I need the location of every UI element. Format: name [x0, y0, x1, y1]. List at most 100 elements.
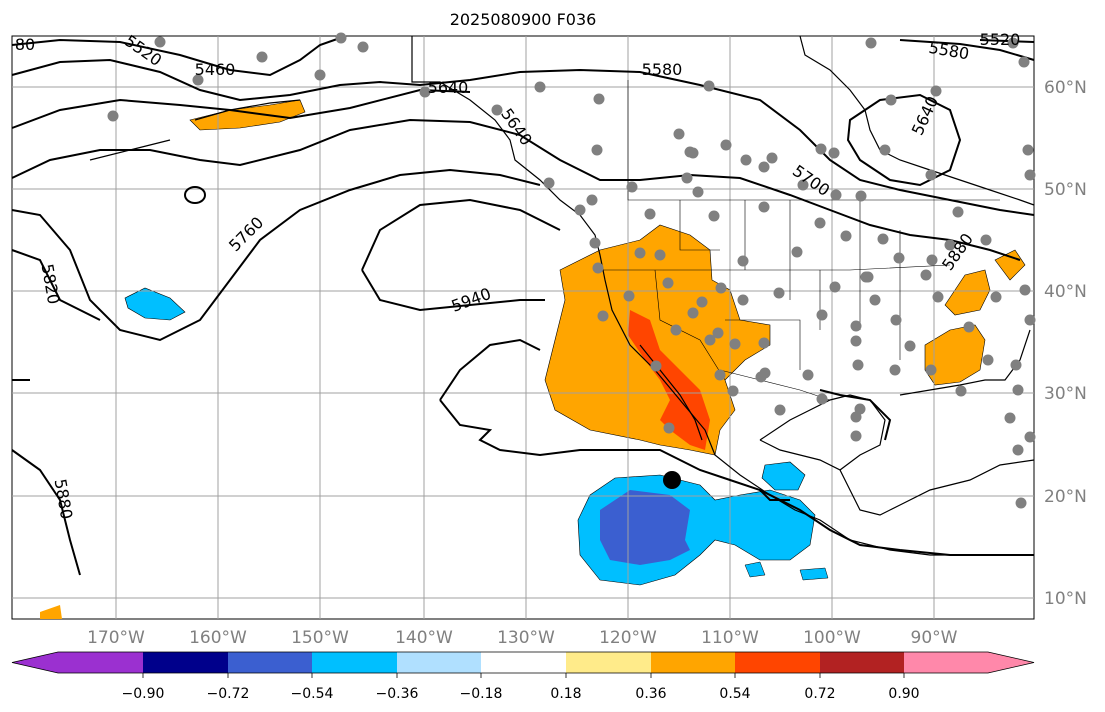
station-dot [766, 152, 778, 164]
colorbar-segment [312, 652, 397, 673]
anomaly-region-great-lakes [944, 269, 991, 316]
station-dot [980, 234, 992, 246]
station-dot [727, 385, 739, 397]
colorbar-extend-max [988, 652, 1034, 673]
colorbar-segment [735, 652, 820, 673]
station-dot [714, 369, 726, 381]
latitude-label: 30°N [1044, 384, 1087, 404]
anomaly-region-deep [600, 490, 690, 565]
station-dot [1004, 412, 1016, 424]
station-dot [890, 314, 902, 326]
station-dot [759, 367, 771, 379]
anomaly-region-baja [628, 310, 710, 450]
station-dot [687, 307, 699, 319]
station-dot [591, 144, 603, 156]
colorbar-tick-label: −0.90 [122, 686, 165, 702]
station-dot [758, 337, 770, 349]
station-dot [634, 247, 646, 259]
colorbar-tick-label: −0.18 [460, 686, 503, 702]
station-dot [687, 147, 699, 159]
colorbar-tick-label: −0.72 [207, 686, 250, 702]
station-dot [854, 403, 866, 415]
colorbar-tick-label: 0.36 [635, 686, 666, 702]
station-dot [990, 291, 1002, 303]
storm-position-marker [663, 471, 681, 489]
anomaly-region-central-pacific [124, 287, 186, 321]
station-dot [154, 36, 166, 48]
station-dot [662, 277, 674, 289]
station-dot [926, 254, 938, 266]
station-dot [1015, 497, 1027, 509]
station-dot [357, 41, 369, 53]
longitude-label: 160°W [189, 628, 247, 648]
station-dot [829, 281, 841, 293]
station-dot [955, 385, 967, 397]
anomaly-region-small-cold [744, 561, 766, 578]
station-dot [586, 194, 598, 206]
longitude-label: 130°W [497, 628, 555, 648]
station-dot [650, 360, 662, 372]
station-dot [797, 179, 809, 191]
station-dot [930, 85, 942, 97]
station-dot [592, 262, 604, 274]
station-dot [192, 74, 204, 86]
station-dot [419, 86, 431, 98]
station-dot [932, 291, 944, 303]
station-dot [816, 309, 828, 321]
station-dot [712, 327, 724, 339]
station-dot [850, 335, 862, 347]
station-dot [543, 177, 555, 189]
station-dot [703, 80, 715, 92]
station-dot [107, 110, 119, 122]
station-dot [740, 154, 752, 166]
longitude-label: 140°W [395, 628, 453, 648]
station-dot [774, 404, 786, 416]
station-dot [877, 233, 889, 245]
station-dot [1022, 144, 1034, 156]
latitude-label: 40°N [1044, 282, 1087, 302]
contour-label: 5580 [642, 60, 683, 79]
station-dot [623, 290, 635, 302]
station-dot [626, 181, 638, 193]
contour-label: 5460 [195, 60, 236, 79]
station-dot [952, 206, 964, 218]
station-dot [925, 169, 937, 181]
colorbar-segment [651, 652, 735, 673]
station-dot [816, 393, 828, 405]
station-dot [1024, 169, 1036, 181]
station-dot [704, 334, 716, 346]
anomaly-region-small-cold-2 [799, 567, 829, 581]
station-dot [737, 255, 749, 267]
station-dot [758, 161, 770, 173]
station-dot [644, 208, 656, 220]
station-dot [1012, 444, 1024, 456]
station-dot [696, 296, 708, 308]
anomaly-region-alaska [189, 99, 306, 131]
station-dot [855, 190, 867, 202]
station-dot [830, 189, 842, 201]
station-dot [802, 369, 814, 381]
colorbar-segment [566, 652, 651, 673]
colorbar-ticks: −0.90 −0.72 −0.54 −0.36 −0.18 0.18 0.36 0.54 0.7… [122, 673, 920, 702]
station-dot [879, 144, 891, 156]
station-dot [1012, 384, 1024, 396]
station-dot [920, 269, 932, 281]
longitude-label: 100°W [803, 628, 861, 648]
station-dots [107, 32, 1036, 509]
contour-label: 5640 [428, 78, 469, 97]
station-dot [944, 239, 956, 251]
station-dot [840, 230, 852, 242]
station-dot [814, 217, 826, 229]
station-dot [314, 69, 326, 81]
station-dot [593, 93, 605, 105]
station-dot [681, 172, 693, 184]
station-dot [597, 310, 609, 322]
colorbar-segment [58, 652, 143, 673]
station-dot [1024, 314, 1036, 326]
station-dot [1007, 37, 1019, 49]
station-dot [885, 94, 897, 106]
colorbar [11, 651, 1035, 674]
station-dot [1019, 284, 1031, 296]
station-dot [491, 104, 503, 116]
